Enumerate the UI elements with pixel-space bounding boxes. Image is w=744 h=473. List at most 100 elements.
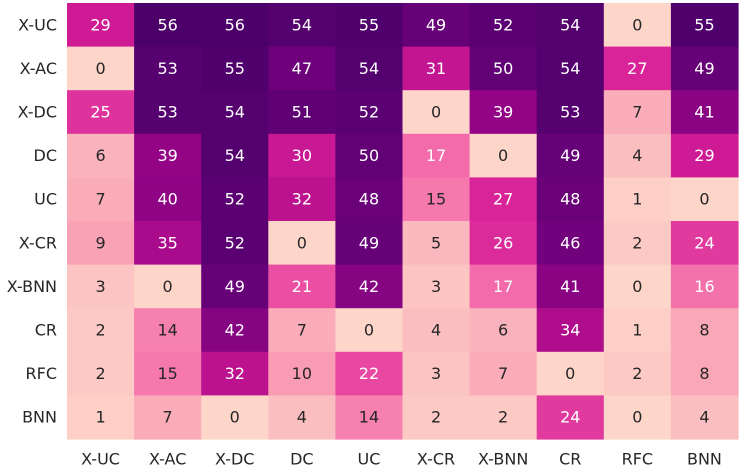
cell-value-label: 52: [359, 103, 379, 122]
heatmap-cell: [134, 90, 202, 135]
cell-value-label: 54: [359, 59, 379, 78]
heatmap-cell: [335, 351, 404, 396]
cell-value-label: 52: [225, 233, 245, 252]
heatmap-cell: [469, 46, 538, 91]
cell-value-label: 46: [560, 233, 580, 252]
heatmap-cell: [536, 308, 605, 353]
y-tick-label: RFC: [26, 364, 58, 383]
x-tick-label: X-UC: [81, 450, 120, 469]
cell-value-label: 54: [225, 103, 245, 122]
y-tick-label: DC: [34, 146, 58, 165]
y-axis-tick-labels: X-UC X-AC X-DC DC UC X-CR X-BNN CR RFC BNN: [7, 15, 57, 426]
cell-value-label: 7: [95, 190, 105, 209]
cell-value-label: 7: [632, 103, 642, 122]
heatmap-cell: [201, 395, 269, 440]
heatmap-cell: [402, 177, 471, 222]
cell-value-label: 3: [431, 364, 441, 383]
cell-value-label: 3: [431, 277, 441, 296]
cell-value-label: 15: [157, 364, 177, 383]
heatmap-cell: [670, 90, 739, 135]
heatmap-cell: [670, 3, 739, 48]
heatmap-cell: [67, 46, 135, 91]
heatmap-cell: [201, 133, 269, 178]
cell-value-label: 47: [292, 59, 312, 78]
cell-value-label: 0: [95, 59, 105, 78]
cell-value-label: 34: [560, 321, 580, 340]
heatmap-cell: [603, 308, 672, 353]
cell-value-label: 7: [498, 364, 508, 383]
heatmap-cell: [670, 264, 739, 309]
y-tick-label: BNN: [22, 408, 57, 427]
heatmap-cell: [536, 221, 605, 266]
heatmap-cell: [603, 133, 672, 178]
cell-value-label: 1: [632, 190, 642, 209]
heatmap-cell: [335, 264, 404, 309]
heatmap-cell: [134, 351, 202, 396]
heatmap-cell: [67, 133, 135, 178]
heatmap-cell: [201, 46, 269, 91]
cell-value-label: 49: [225, 277, 245, 296]
cell-value-label: 48: [560, 190, 580, 209]
heatmap-cell: [603, 395, 672, 440]
cell-value-label: 17: [426, 146, 446, 165]
cell-value-label: 55: [694, 15, 714, 34]
cell-value-label: 35: [157, 233, 177, 252]
cell-value-label: 51: [292, 103, 312, 122]
heatmap-cells: [67, 3, 739, 440]
heatmap-cell: [536, 133, 605, 178]
heatmap-cell: [201, 90, 269, 135]
heatmap-cell: [67, 90, 135, 135]
heatmap-cell: [134, 46, 202, 91]
cell-value-label: 0: [565, 364, 575, 383]
heatmap-cell: [402, 308, 471, 353]
cell-value-label: 0: [632, 15, 642, 34]
cell-value-label: 50: [493, 59, 513, 78]
cell-value-label: 21: [292, 277, 312, 296]
cell-value-label: 7: [297, 321, 307, 340]
cell-value-label: 49: [426, 15, 446, 34]
cell-value-label: 2: [632, 364, 642, 383]
cell-value-label: 53: [157, 103, 177, 122]
heatmap-cell: [134, 133, 202, 178]
x-axis-tick-labels: X-UC X-AC X-DC DC UC X-CR X-BNN CR RFC BNN: [81, 450, 722, 469]
heatmap-cell: [402, 264, 471, 309]
heatmap-cell: [201, 221, 269, 266]
heatmap-cell: [402, 351, 471, 396]
heatmap-cell: [536, 90, 605, 135]
heatmap-cell: [536, 264, 605, 309]
cell-value-label: 39: [157, 146, 177, 165]
x-tick-label: X-DC: [215, 450, 254, 469]
heatmap-cell: [469, 308, 538, 353]
heatmap-cell: [603, 90, 672, 135]
heatmap-cell: [670, 133, 739, 178]
heatmap-cell: [469, 264, 538, 309]
cell-value-label: 49: [694, 59, 714, 78]
cell-value-label: 32: [225, 364, 245, 383]
cell-value-label: 2: [431, 408, 441, 427]
heatmap-cell: [402, 133, 471, 178]
cell-value-label: 4: [699, 408, 709, 427]
heatmap-cell: [335, 90, 404, 135]
heatmap-cell: [268, 133, 336, 178]
cell-value-label: 26: [493, 233, 513, 252]
heatmap-cell: [603, 221, 672, 266]
cell-value-label: 54: [292, 15, 312, 34]
heatmap-cell: [134, 3, 202, 48]
heatmap-cell: [67, 221, 135, 266]
y-tick-label: X-BNN: [7, 277, 57, 296]
heatmap-cell: [67, 177, 135, 222]
cell-value-label: 50: [359, 146, 379, 165]
cell-value-label: 7: [163, 408, 173, 427]
heatmap-cell: [335, 133, 404, 178]
heatmap-cell: [201, 3, 269, 48]
x-tick-label: CR: [559, 450, 581, 469]
cell-value-label: 29: [694, 146, 714, 165]
cell-value-label: 0: [163, 277, 173, 296]
heatmap-cell: [134, 308, 202, 353]
heatmap-cell: [201, 177, 269, 222]
y-tick-label: X-UC: [18, 15, 57, 34]
heatmap-cell: [268, 221, 336, 266]
cell-value-label: 8: [699, 321, 709, 340]
heatmap-cell: [603, 3, 672, 48]
